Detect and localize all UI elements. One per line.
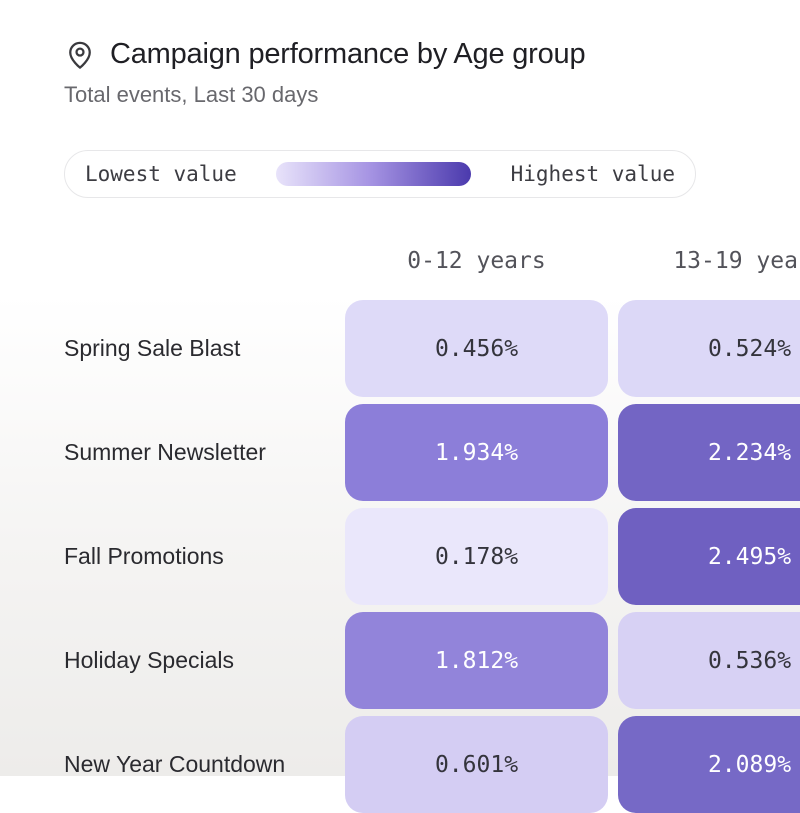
row-label: New Year Countdown [64, 751, 286, 777]
heatmap-cell[interactable]: 0.524% [618, 300, 800, 397]
heatmap-row: Spring Sale Blast 0.456% 0.524% [64, 300, 800, 397]
row-label: Fall Promotions [64, 543, 224, 569]
location-pin-icon [69, 41, 91, 69]
heatmap-body: Spring Sale Blast 0.456% 0.524% Summer News… [64, 300, 800, 813]
row-label: Spring Sale Blast [64, 335, 241, 361]
heatmap-cell[interactable]: 1.812% [345, 612, 608, 709]
page-subtitle: Total events, Last 30 days [64, 82, 319, 107]
column-header: 13-19 years [673, 248, 800, 274]
column-header: 0-12 years [407, 248, 546, 274]
heatmap-row: Summer Newsletter 1.934% 2.234% [64, 404, 800, 501]
heatmap-cell[interactable]: 1.934% [345, 404, 608, 501]
heatmap-cell[interactable]: 0.536% [618, 612, 800, 709]
heatmap-chart: 0-12 years 13-19 years Spring Sale Blast 0… [64, 248, 800, 813]
legend-high-label: Highest value [510, 162, 675, 186]
column-header-spacer [64, 248, 335, 274]
heatmap-cell[interactable]: 2.234% [618, 404, 800, 501]
heatmap-cell[interactable]: 0.601% [345, 716, 608, 813]
color-scale-legend: Lowest value Highest value [64, 150, 696, 198]
heatmap-row: New Year Countdown 0.601% 2.089% [64, 716, 800, 813]
row-label: Summer Newsletter [64, 439, 266, 465]
heatmap-cell[interactable]: 0.178% [345, 508, 608, 605]
heatmap-row: Fall Promotions 0.178% 2.495% [64, 508, 800, 605]
heatmap-cell[interactable]: 0.456% [345, 300, 608, 397]
row-label: Holiday Specials [64, 647, 235, 673]
heatmap-cell[interactable]: 2.495% [618, 508, 800, 605]
heatmap-column-headers: 0-12 years 13-19 years [64, 248, 800, 274]
heatmap-cell[interactable]: 2.089% [618, 716, 800, 813]
heatmap-row: Holiday Specials 1.812% 0.536% [64, 612, 800, 709]
card-header: Campaign performance by Age group [64, 38, 800, 71]
page-title: Campaign performance by Age group [110, 38, 586, 70]
legend-gradient-bar [276, 162, 472, 186]
legend-low-label: Lowest value [85, 162, 237, 186]
